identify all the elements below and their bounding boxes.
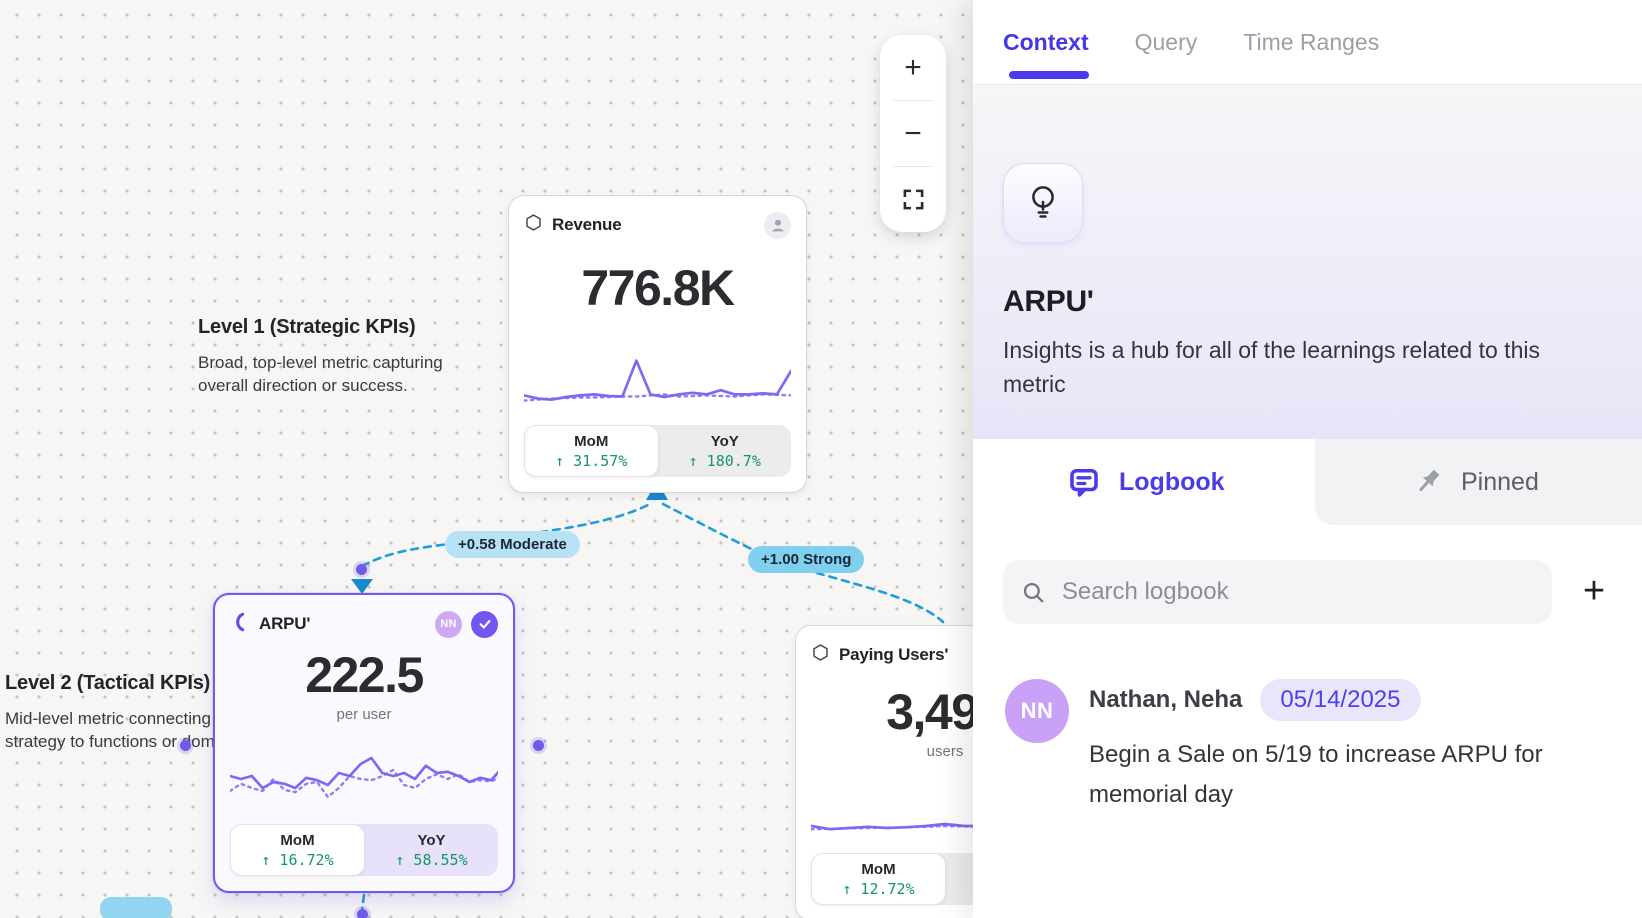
edge-label-strong[interactable]: +1.00 Strong <box>748 546 865 573</box>
yoy-value: ↑ 58.55% <box>395 850 468 869</box>
metric-card-revenue[interactable]: Revenue 776.8K MoM ↑ 31.57% YoY ↑ 180.7% <box>508 195 807 493</box>
arpu-top-handle[interactable] <box>356 564 367 575</box>
hexagon-icon <box>524 213 543 237</box>
metric-unit: users <box>926 743 964 760</box>
entry-date-badge[interactable]: 05/14/2025 <box>1260 679 1421 721</box>
mom-label: MoM <box>574 432 609 450</box>
metric-hero: ARPU' Insights is a hub for all of the l… <box>973 85 1642 439</box>
hexagon-icon <box>811 643 830 667</box>
owner-avatar-icon[interactable] <box>764 211 791 239</box>
edge-label-moderate[interactable]: +0.58 Moderate <box>445 531 580 558</box>
mom-toggle[interactable]: MoM ↑ 16.72% <box>230 824 365 876</box>
level2-desc-line1: Mid-level metric connecting <box>5 709 211 728</box>
entry-note: Begin a Sale on 5/19 to increase ARPU fo… <box>1089 735 1569 815</box>
metric-value: 776.8K <box>581 260 735 316</box>
tab-pinned-label: Pinned <box>1461 467 1539 496</box>
yoy-toggle[interactable]: YoY ↑ 180.7% <box>659 425 792 477</box>
collaborator-badge[interactable]: NN <box>435 610 462 638</box>
sparkline-chart <box>524 359 791 402</box>
canvas-zoom-toolbar: + − <box>880 35 946 232</box>
fit-view-button[interactable] <box>880 167 946 232</box>
level2-title: Level 2 (Tactical KPIs) <box>5 672 211 694</box>
yoy-toggle[interactable]: YoY ↑ 58.55% <box>365 824 498 876</box>
mom-label: MoM <box>861 860 896 878</box>
level1-title: Level 1 (Strategic KPIs) <box>198 316 416 338</box>
yoy-label: YoY <box>710 432 739 450</box>
edge-label-fragment <box>100 897 172 918</box>
level2-annotation: Level 2 (Tactical KPIs) Mid-level metric… <box>5 672 251 753</box>
logbook-pinned-tabs: Logbook Pinned <box>973 439 1642 527</box>
search-input[interactable] <box>1061 578 1534 606</box>
level1-desc-line1: Broad, top-level metric capturing <box>198 353 443 372</box>
metric-value: 222.5 <box>305 647 424 703</box>
mom-toggle[interactable]: MoM ↑ 31.57% <box>524 425 659 477</box>
verified-check-icon[interactable] <box>471 610 498 638</box>
mom-label: MoM <box>280 831 315 849</box>
pin-icon <box>1419 469 1440 492</box>
zoom-out-button[interactable]: − <box>904 116 922 150</box>
insights-icon-box <box>1003 163 1083 243</box>
tab-logbook[interactable]: Logbook <box>1065 439 1225 525</box>
sparkline-chart <box>230 756 498 799</box>
panel-tabbar: Context Query Time Ranges <box>973 0 1642 85</box>
mom-value: ↑ 31.57% <box>555 451 628 470</box>
entry-author: Nathan, Neha <box>1089 686 1243 713</box>
zoom-in-button[interactable]: + <box>904 50 922 84</box>
metric-card-arpu[interactable]: ARPU' NN 222.5 per user MoM ↑ 16.72% YoY… <box>213 593 515 893</box>
level1-desc-line2: overall direction or success. <box>198 376 408 395</box>
yoy-label: YoY <box>417 831 446 849</box>
logbook-entry[interactable]: NN Nathan, Neha 05/14/2025 Begin a Sale … <box>1005 679 1618 815</box>
mom-value: ↑ 16.72% <box>261 850 334 869</box>
search-icon <box>1023 582 1044 602</box>
avatar: NN <box>1005 679 1069 743</box>
divider <box>893 100 933 101</box>
card-title: ARPU' <box>259 614 311 633</box>
yoy-value: ↑ 180.7% <box>688 451 761 470</box>
tab-context[interactable]: Context <box>1003 0 1089 84</box>
entry-note-line1: Begin a Sale on 5/19 to increase ARPU fo… <box>1089 741 1543 768</box>
card-title: Paying Users' <box>839 645 949 664</box>
entry-note-line2: memorial day <box>1089 781 1234 808</box>
moon-icon <box>230 611 250 638</box>
divider <box>893 166 933 167</box>
arpu-left-handle[interactable] <box>180 740 191 751</box>
mom-toggle[interactable]: MoM ↑ 12.72% <box>811 853 946 905</box>
lightbulb-icon <box>1032 186 1054 218</box>
arrowhead-down-arpu <box>351 579 373 594</box>
logbook-search[interactable] <box>1003 560 1552 624</box>
pinned-tab-background <box>1315 439 1642 525</box>
tab-time-ranges[interactable]: Time Ranges <box>1243 28 1380 55</box>
tab-query[interactable]: Query <box>1134 28 1198 55</box>
card-title: Revenue <box>552 215 622 234</box>
tab-pinned[interactable]: Pinned <box>1413 439 1642 525</box>
metric-name-heading: ARPU' <box>1003 285 1094 318</box>
tab-logbook-label: Logbook <box>1119 467 1225 496</box>
mom-value: ↑ 12.72% <box>842 879 915 898</box>
comment-icon <box>1070 468 1098 497</box>
metric-unit: per user <box>336 706 392 723</box>
logbook-content: + NN Nathan, Neha 05/14/2025 Begin a Sal… <box>973 527 1642 918</box>
arpu-bottom-handle[interactable] <box>357 909 368 918</box>
add-logbook-entry-button[interactable]: + <box>1582 570 1606 612</box>
metric-description: Insights is a hub for all of the learnin… <box>1003 337 1540 397</box>
fullscreen-icon <box>903 189 923 210</box>
context-panel: Context Query Time Ranges ARPU' Insights… <box>973 0 1642 918</box>
level1-annotation: Level 1 (Strategic KPIs) Broad, top-leve… <box>198 316 443 397</box>
arpu-right-handle[interactable] <box>533 740 544 751</box>
